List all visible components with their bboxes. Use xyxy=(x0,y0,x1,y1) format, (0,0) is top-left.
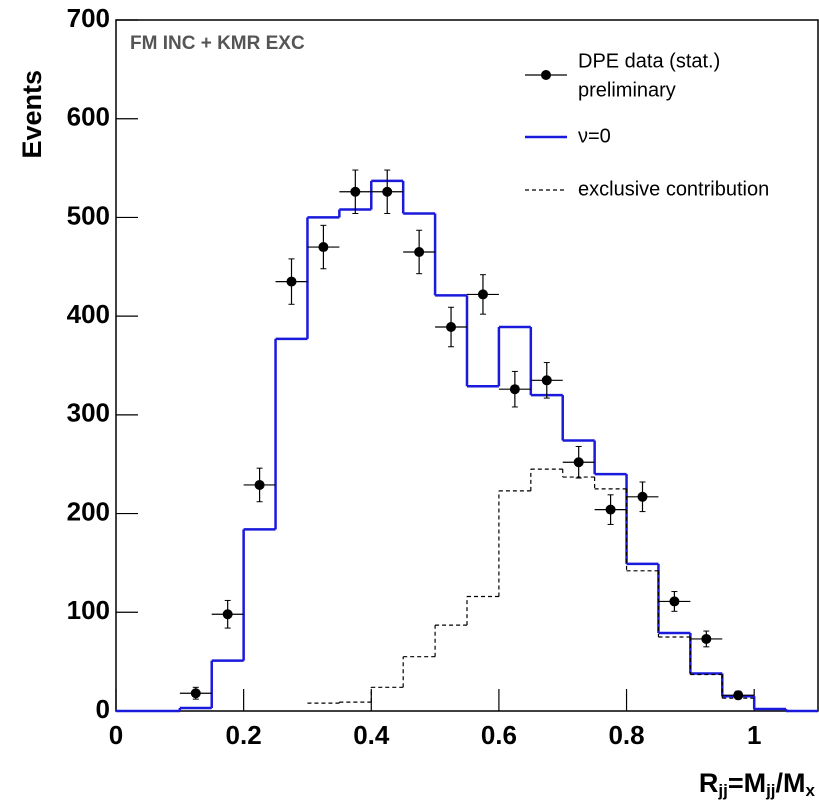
y-tick-label: 700 xyxy=(67,3,110,33)
x-tick-label: 1 xyxy=(747,720,761,750)
data-point xyxy=(446,322,457,333)
y-tick-label: 200 xyxy=(67,496,110,526)
data-point xyxy=(190,688,201,699)
plot-frame xyxy=(115,19,819,712)
data-point xyxy=(350,186,361,197)
data-point xyxy=(733,690,744,701)
data-point xyxy=(701,633,712,644)
legend-note: preliminary xyxy=(578,79,676,101)
x-axis-label-part: x xyxy=(806,781,816,800)
x-axis-label: Rjj=Mjj/Mx xyxy=(699,768,816,800)
x-tick-label: 0.2 xyxy=(226,720,262,750)
data-point xyxy=(541,375,552,386)
legend-marker xyxy=(541,70,551,80)
y-tick-label: 300 xyxy=(67,398,110,428)
x-tick-label: 0 xyxy=(109,720,123,750)
x-axis-label-part: jj xyxy=(717,781,727,800)
annotation: FM INC + KMR EXC xyxy=(130,33,305,54)
data-point xyxy=(573,457,584,468)
data-point xyxy=(477,289,488,300)
data-point xyxy=(318,242,329,253)
data-point xyxy=(605,504,616,515)
y-tick-label: 600 xyxy=(67,102,110,132)
data-point xyxy=(254,479,265,490)
x-axis-label-part: R xyxy=(699,768,719,798)
x-axis-label-part: jj xyxy=(765,781,775,800)
data-point xyxy=(509,384,520,395)
x-tick-label: 0.8 xyxy=(608,720,644,750)
x-axis-label-part: /M xyxy=(776,768,806,798)
y-axis-label: Events xyxy=(17,70,47,159)
legend-label: DPE data (stat.) xyxy=(578,50,720,72)
x-tick-label: 0.6 xyxy=(481,720,517,750)
y-tick-label: 400 xyxy=(67,299,110,329)
y-tick-label: 0 xyxy=(96,694,110,724)
y-tick-label: 500 xyxy=(67,200,110,230)
data-point xyxy=(382,186,393,197)
x-tick-label: 0.4 xyxy=(353,720,390,750)
data-point xyxy=(286,276,297,287)
data-point xyxy=(637,491,648,502)
data-point xyxy=(414,246,425,257)
legend-label: exclusive contribution xyxy=(578,178,769,200)
y-tick-label: 100 xyxy=(67,595,110,625)
data-point xyxy=(669,596,680,607)
x-axis-label-part: =M xyxy=(728,768,766,798)
data-point xyxy=(222,609,233,620)
legend-label: ν=0 xyxy=(578,125,611,147)
